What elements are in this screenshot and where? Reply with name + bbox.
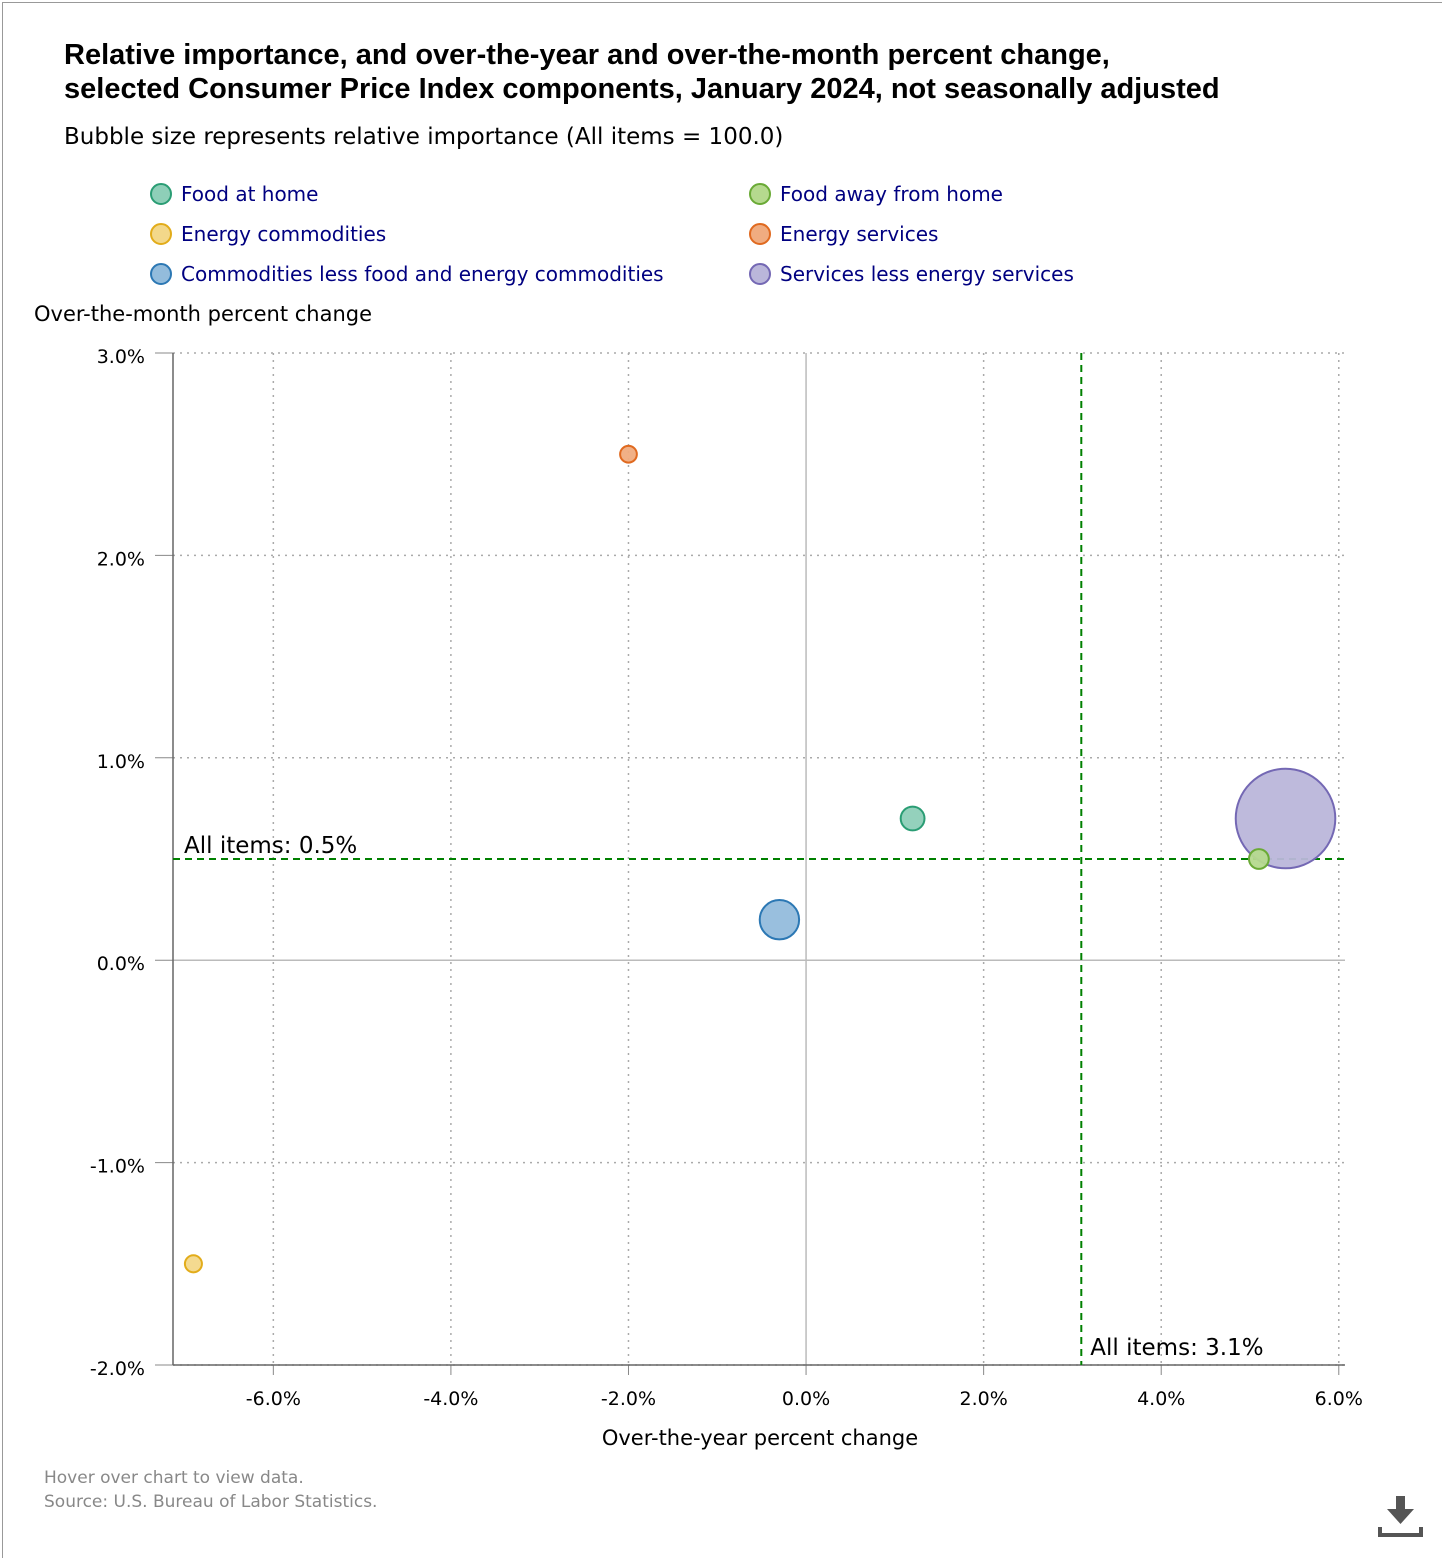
y-tick-label: 3.0% [97,346,145,368]
y-tick-label: -1.0% [90,1156,145,1178]
legend-label: Commodities less food and energy commodi… [181,262,664,286]
y-tick-label: 2.0% [97,548,145,570]
all-items-year-label: All items: 3.1% [1090,1335,1263,1361]
chart-title: Relative importance, and over-the-year a… [64,39,1220,105]
y-tick-label: 1.0% [97,751,145,773]
legend-item[interactable]: Services less energy services [749,262,1074,286]
x-axis-label: Over-the-year percent change [601,1426,919,1450]
x-tick-label: 6.0% [1315,1388,1363,1410]
y-tick-label: -2.0% [90,1358,145,1380]
bubble-chart[interactable]: 3.0% 2.0% 1.0% 0.0% -1.0% -2.0% -6.0% -4.0% -2.0… [0,0,1444,1420]
legend-swatch-icon [749,223,771,245]
legend-label: Energy services [780,222,939,246]
x-tick-label: 0.0% [782,1388,830,1410]
hover-hint: Hover over chart to view data. [44,1468,304,1488]
legend-swatch-icon [150,183,172,205]
x-tick-label: 2.0% [959,1388,1007,1410]
all-items-month-label: All items: 0.5% [184,833,357,859]
y-axis-label: Over-the-month percent change [34,302,373,326]
legend-label: Food away from home [780,182,1003,206]
bubble-food-away-from-home[interactable] [1247,848,1270,870]
chart-subtitle: Bubble size represents relative importan… [64,124,784,150]
legend-swatch-icon [749,263,771,285]
legend-swatch-icon [150,263,172,285]
bubble-energy-services[interactable] [619,444,638,464]
legend-item[interactable]: Energy services [749,222,938,246]
legend-item[interactable]: Food at home [150,182,318,206]
legend-label: Food at home [181,182,319,206]
bubble-energy-commodities[interactable] [183,1254,203,1274]
source-note: Source: U.S. Bureau of Labor Statistics. [44,1492,378,1512]
legend-swatch-icon [749,183,771,205]
download-icon [1378,1496,1423,1537]
x-tick-label: 4.0% [1137,1388,1185,1410]
x-tick-label: -2.0% [601,1388,656,1410]
legend-label: Services less energy services [780,262,1074,286]
legend-item[interactable]: Energy commodities [150,222,386,246]
bubble-food-at-home[interactable] [899,805,926,832]
x-tick-label: -4.0% [423,1388,478,1410]
download-button[interactable] [1376,1494,1424,1542]
bubble-services-less-energy-services[interactable] [1234,767,1337,870]
x-tick-label: -6.0% [246,1388,301,1410]
legend-item[interactable]: Food away from home [749,182,1003,206]
legend-label: Energy commodities [181,222,387,246]
legend-item[interactable]: Commodities less food and energy commodi… [150,262,664,286]
legend-swatch-icon [150,223,172,245]
y-tick-label: 0.0% [97,953,145,975]
bubble-commodities-less-food-and-energy-commodities[interactable] [758,899,801,941]
